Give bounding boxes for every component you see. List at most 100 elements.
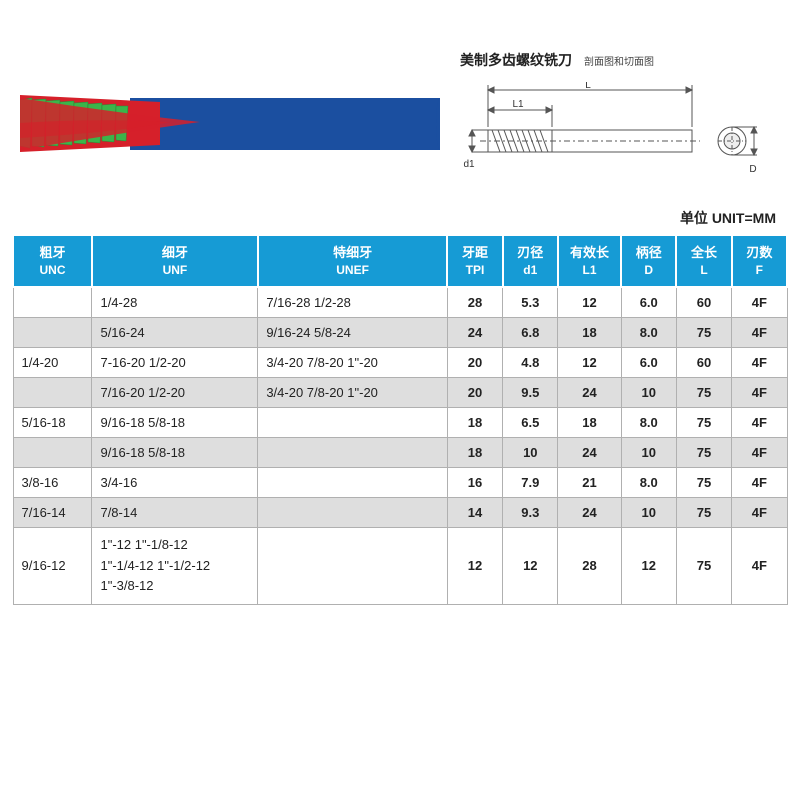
cell-l1: 12: [558, 347, 621, 377]
spec-table-wrap: 粗牙UNC 细牙 UNF 特细牙UNEF牙距TPI 刃径 d1 有效长L1柄径D 全长 L 刃数 F…: [0, 234, 800, 605]
table-row: 5/16-249/16-24 5/8-24246.8188.0754F: [13, 317, 787, 347]
table-row: 5/16-189/16-18 5/8-18186.5188.0754F: [13, 407, 787, 437]
cell-f: 4F: [732, 527, 787, 604]
cell-d: 8.0: [621, 467, 676, 497]
cell-f: 4F: [732, 317, 787, 347]
cell-d1: 5.3: [503, 287, 558, 318]
cell-unef: [258, 407, 448, 437]
cell-unef: 9/16-24 5/8-24: [258, 317, 448, 347]
cell-unc: [13, 287, 92, 318]
col-header-tpi: 牙距TPI: [447, 235, 502, 287]
cell-unef: [258, 437, 448, 467]
col-header-en: L: [681, 262, 726, 278]
cell-d: 10: [621, 437, 676, 467]
col-header-zh: 有效长: [570, 245, 609, 260]
spec-table-body: 1/4-287/16-28 1/2-28285.3126.0604F5/16-2…: [13, 287, 787, 605]
cell-unef: 7/16-28 1/2-28: [258, 287, 448, 318]
diagram-title: 美制多齿螺纹铣刀: [460, 50, 572, 70]
diagram-subtitle: 剖面图和切面图: [584, 53, 654, 68]
col-header-unef: 特细牙UNEF: [258, 235, 448, 287]
cell-l1: 18: [558, 317, 621, 347]
cell-l: 75: [676, 497, 731, 527]
table-row: 9/16-121"-12 1"-1/8-121"-1/4-12 1"-1/2-1…: [13, 527, 787, 604]
col-header-en: UNC: [18, 262, 87, 278]
cell-f: 4F: [732, 377, 787, 407]
tool-illustration: [20, 40, 440, 180]
cell-d: 8.0: [621, 317, 676, 347]
dim-label-D: D: [749, 164, 756, 175]
cell-d: 6.0: [621, 287, 676, 318]
cell-l1: 24: [558, 497, 621, 527]
cell-unef: 3/4-20 7/8-20 1"-20: [258, 347, 448, 377]
cell-l: 75: [676, 407, 731, 437]
col-header-zh: 细牙: [162, 245, 188, 260]
cell-tpi: 24: [447, 317, 502, 347]
cell-d1: 4.8: [503, 347, 558, 377]
col-header-en: d1: [508, 262, 553, 278]
cell-f: 4F: [732, 497, 787, 527]
col-header-l1: 有效长L1: [558, 235, 621, 287]
cell-tpi: 12: [447, 527, 502, 604]
col-header-en: UNF: [97, 262, 253, 278]
cell-l: 60: [676, 347, 731, 377]
table-row: 1/4-207-16-20 1/2-203/4-20 7/8-20 1"-202…: [13, 347, 787, 377]
cell-d1: 9.3: [503, 497, 558, 527]
unit-label: 单位 UNIT=MM: [0, 200, 800, 234]
spec-table: 粗牙UNC 细牙 UNF 特细牙UNEF牙距TPI 刃径 d1 有效长L1柄径D 全长 L 刃数 F…: [12, 234, 788, 605]
cell-l1: 12: [558, 287, 621, 318]
cell-l: 75: [676, 377, 731, 407]
cell-unf: 3/4-16: [92, 467, 258, 497]
col-header-en: TPI: [452, 262, 497, 278]
cell-unc: [13, 437, 92, 467]
table-row: 1/4-287/16-28 1/2-28285.3126.0604F: [13, 287, 787, 318]
cell-f: 4F: [732, 437, 787, 467]
cell-f: 4F: [732, 467, 787, 497]
cell-unef: [258, 467, 448, 497]
col-header-en: F: [737, 262, 782, 278]
top-region: 美制多齿螺纹铣刀 剖面图和切面图: [0, 0, 800, 200]
diagram-region: 美制多齿螺纹铣刀 剖面图和切面图: [460, 40, 780, 172]
cell-unf: 1/4-28: [92, 287, 258, 318]
cell-l1: 28: [558, 527, 621, 604]
cell-unef: [258, 527, 448, 604]
cell-l1: 18: [558, 407, 621, 437]
col-header-unf: 细牙 UNF: [92, 235, 258, 287]
cell-tpi: 20: [447, 377, 502, 407]
cell-d: 6.0: [621, 347, 676, 377]
cell-l: 75: [676, 467, 731, 497]
cell-d: 10: [621, 377, 676, 407]
col-header-zh: 特细牙: [333, 245, 372, 260]
col-header-zh: 刃径: [517, 245, 543, 260]
cell-tpi: 28: [447, 287, 502, 318]
col-header-zh: 全长: [691, 245, 717, 260]
col-header-unc: 粗牙UNC: [13, 235, 92, 287]
col-header-l: 全长 L: [676, 235, 731, 287]
cell-d1: 9.5: [503, 377, 558, 407]
dim-label-L: L: [585, 82, 591, 91]
cell-unf: 5/16-24: [92, 317, 258, 347]
cell-l: 75: [676, 437, 731, 467]
cell-d: 12: [621, 527, 676, 604]
cell-unf: 1"-12 1"-1/8-121"-1/4-12 1"-1/2-121"-3/8…: [92, 527, 258, 604]
col-header-d: 柄径D: [621, 235, 676, 287]
cell-d1: 6.5: [503, 407, 558, 437]
spec-table-head: 粗牙UNC 细牙 UNF 特细牙UNEF牙距TPI 刃径 d1 有效长L1柄径D 全长 L 刃数 F: [13, 235, 787, 287]
cell-d1: 7.9: [503, 467, 558, 497]
cell-unef: [258, 497, 448, 527]
cell-f: 4F: [732, 407, 787, 437]
technical-drawing: L L1 d1 D: [460, 82, 760, 172]
cell-tpi: 18: [447, 437, 502, 467]
col-header-zh: 柄径: [636, 245, 662, 260]
col-header-zh: 刃数: [746, 245, 772, 260]
cell-d1: 12: [503, 527, 558, 604]
cell-unc: 9/16-12: [13, 527, 92, 604]
cell-tpi: 18: [447, 407, 502, 437]
cell-d: 10: [621, 497, 676, 527]
cell-f: 4F: [732, 287, 787, 318]
cell-l1: 24: [558, 377, 621, 407]
cell-tpi: 16: [447, 467, 502, 497]
cell-l1: 24: [558, 437, 621, 467]
col-header-f: 刃数 F: [732, 235, 787, 287]
cell-d1: 10: [503, 437, 558, 467]
dim-label-d1: d1: [463, 159, 475, 170]
